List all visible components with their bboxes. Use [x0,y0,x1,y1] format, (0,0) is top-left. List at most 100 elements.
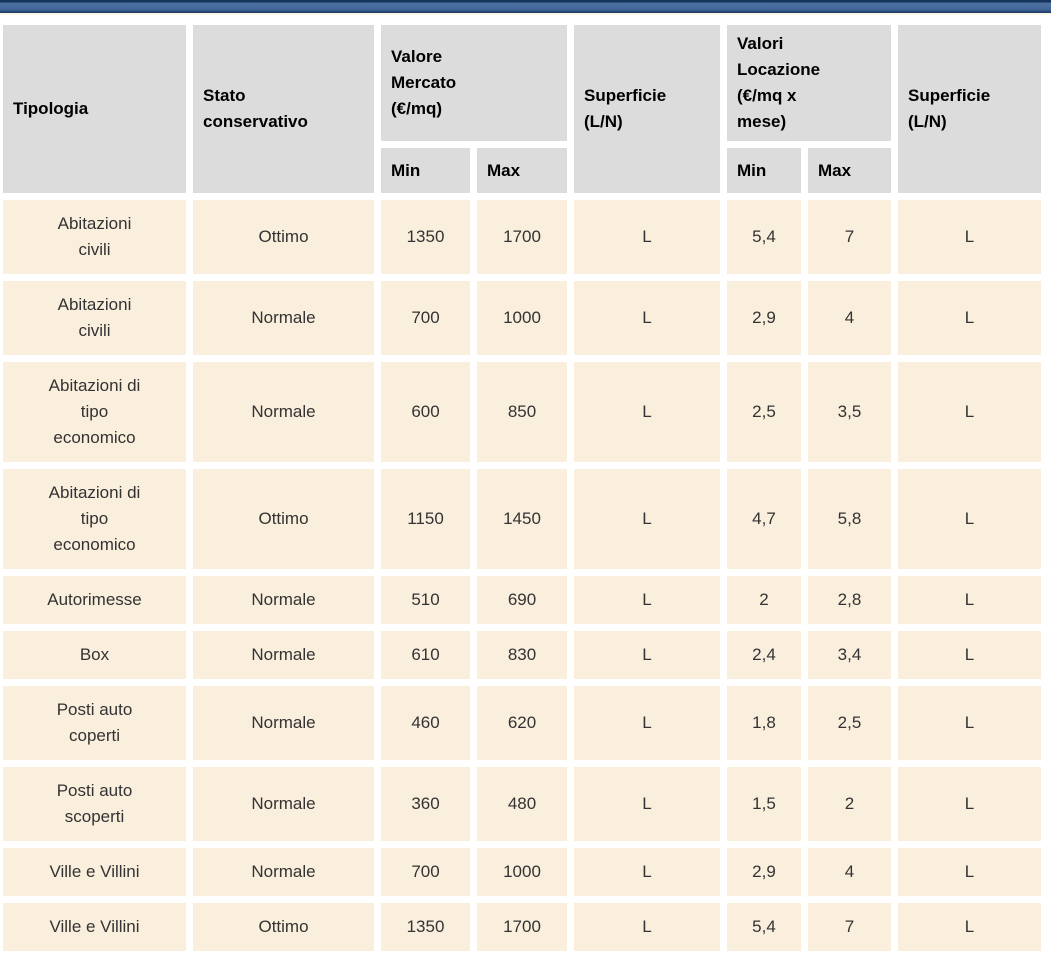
cell-stato: Ottimo [193,200,374,274]
cell-vl-max: 2,5 [808,686,891,760]
cell-superficie-1: L [574,767,720,841]
cell-vl-min: 4,7 [727,469,801,569]
cell-vl-min: 1,8 [727,686,801,760]
cell-tipologia: Abitazioni civili [3,281,186,355]
table-row: Abitazioni civili Normale 700 1000 L 2,9… [3,281,1041,355]
cell-stato: Normale [193,848,374,896]
table-row: Ville e Villini Normale 700 1000 L 2,9 4… [3,848,1041,896]
cell-vm-min: 510 [381,576,470,624]
header-vl-min: Min [727,148,801,193]
cell-vm-max: 850 [477,362,567,462]
table-row: Abitazioni civili Ottimo 1350 1700 L 5,4… [3,200,1041,274]
header-tipologia: Tipologia [3,25,186,193]
table-row: Posti auto coperti Normale 460 620 L 1,8… [3,686,1041,760]
cell-vm-min: 700 [381,281,470,355]
cell-tipologia: Ville e Villini [3,848,186,896]
cell-superficie-1: L [574,281,720,355]
cell-superficie-2: L [898,767,1041,841]
cell-vl-min: 2 [727,576,801,624]
cell-tipologia: Autorimesse [3,576,186,624]
cell-superficie-2: L [898,848,1041,896]
cell-superficie-1: L [574,631,720,679]
cell-vl-min: 2,9 [727,281,801,355]
header-vl-max: Max [808,148,891,193]
cell-vm-max: 1450 [477,469,567,569]
cell-superficie-1: L [574,903,720,951]
cell-vl-max: 7 [808,903,891,951]
cell-vm-min: 460 [381,686,470,760]
table-row: Abitazioni di tipo economico Normale 600… [3,362,1041,462]
cell-stato: Ottimo [193,903,374,951]
cell-vl-max: 4 [808,848,891,896]
cell-vm-max: 830 [477,631,567,679]
cell-superficie-1: L [574,469,720,569]
cell-tipologia: Abitazioni di tipo economico [3,469,186,569]
cell-vm-max: 480 [477,767,567,841]
cell-superficie-2: L [898,631,1041,679]
cell-vm-min: 1350 [381,903,470,951]
cell-superficie-2: L [898,469,1041,569]
cell-superficie-1: L [574,362,720,462]
cell-vm-max: 1000 [477,281,567,355]
cell-vl-min: 5,4 [727,903,801,951]
cell-vm-max: 1700 [477,903,567,951]
cell-tipologia: Ville e Villini [3,903,186,951]
omi-values-table: Tipologia Stato conservativo Valore Merc… [0,18,1048,958]
cell-stato: Normale [193,767,374,841]
cell-vm-min: 700 [381,848,470,896]
cell-tipologia: Box [3,631,186,679]
cell-vm-min: 600 [381,362,470,462]
header-valore-mercato: Valore Mercato (€/mq) [381,25,567,141]
table-row: Ville e Villini Ottimo 1350 1700 L 5,4 7… [3,903,1041,951]
cell-tipologia: Posti auto coperti [3,686,186,760]
cell-vl-min: 2,5 [727,362,801,462]
cell-superficie-2: L [898,200,1041,274]
cell-superficie-2: L [898,903,1041,951]
header-valori-locazione: Valori Locazione (€/mq x mese) [727,25,891,141]
cell-tipologia: Abitazioni civili [3,200,186,274]
header-stato-conservativo: Stato conservativo [193,25,374,193]
cell-vm-max: 1000 [477,848,567,896]
cell-vl-max: 5,8 [808,469,891,569]
table-row: Abitazioni di tipo economico Ottimo 1150… [3,469,1041,569]
cell-superficie-2: L [898,576,1041,624]
cell-stato: Normale [193,576,374,624]
cell-superficie-1: L [574,200,720,274]
cell-stato: Ottimo [193,469,374,569]
window-title-bar [0,0,1051,13]
cell-vl-max: 2,8 [808,576,891,624]
cell-vl-max: 4 [808,281,891,355]
cell-superficie-2: L [898,281,1041,355]
cell-superficie-1: L [574,686,720,760]
cell-vm-max: 1700 [477,200,567,274]
cell-vl-max: 3,5 [808,362,891,462]
cell-vl-max: 2 [808,767,891,841]
cell-vl-min: 2,4 [727,631,801,679]
cell-vl-min: 2,9 [727,848,801,896]
cell-vl-max: 7 [808,200,891,274]
table-row: Box Normale 610 830 L 2,4 3,4 L [3,631,1041,679]
cell-vl-min: 5,4 [727,200,801,274]
cell-vm-max: 690 [477,576,567,624]
table-row: Posti auto scoperti Normale 360 480 L 1,… [3,767,1041,841]
cell-stato: Normale [193,686,374,760]
table-row: Autorimesse Normale 510 690 L 2 2,8 L [3,576,1041,624]
cell-vm-min: 610 [381,631,470,679]
header-vm-max: Max [477,148,567,193]
cell-vl-max: 3,4 [808,631,891,679]
cell-tipologia: Posti auto scoperti [3,767,186,841]
cell-superficie-1: L [574,848,720,896]
header-superficie-ln-2: Superficie (L/N) [898,25,1041,193]
cell-vm-max: 620 [477,686,567,760]
cell-superficie-1: L [574,576,720,624]
cell-stato: Normale [193,362,374,462]
cell-superficie-2: L [898,686,1041,760]
cell-stato: Normale [193,281,374,355]
cell-vl-min: 1,5 [727,767,801,841]
cell-vm-min: 1150 [381,469,470,569]
cell-vm-min: 1350 [381,200,470,274]
header-row-minmax: Min Max Min Max [3,148,1041,193]
header-vm-min: Min [381,148,470,193]
cell-vm-min: 360 [381,767,470,841]
cell-stato: Normale [193,631,374,679]
